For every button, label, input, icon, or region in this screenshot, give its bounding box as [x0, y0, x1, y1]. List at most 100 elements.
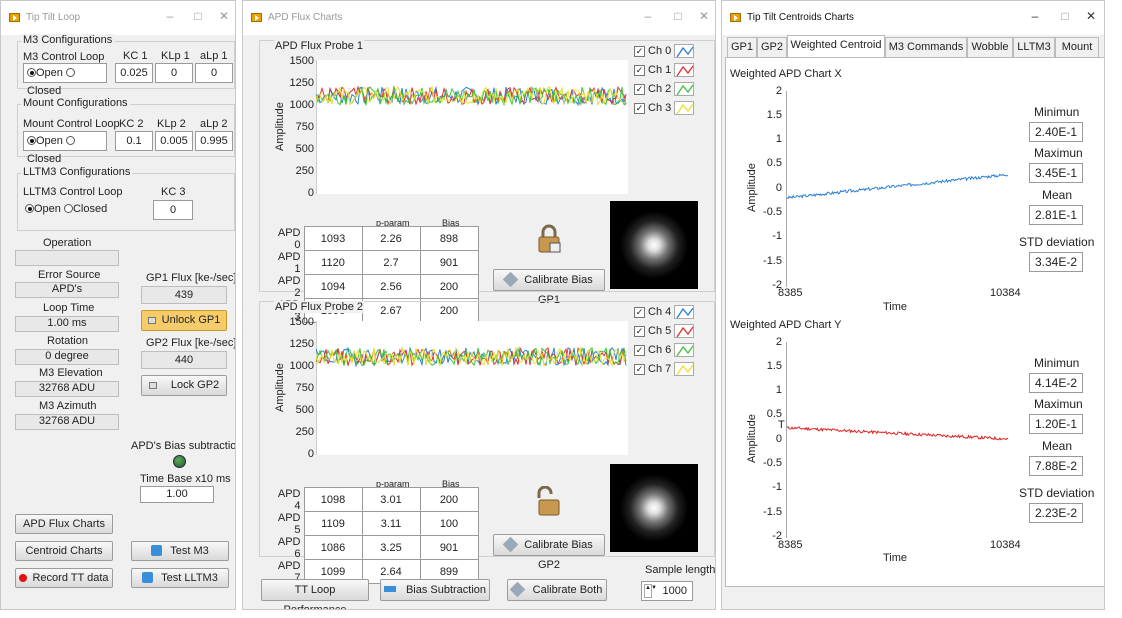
- kc2-field[interactable]: 0.1: [115, 131, 153, 151]
- group-title: Mount Configurations: [21, 97, 130, 109]
- wrench-icon: [502, 271, 519, 288]
- tab-gp2[interactable]: GP2: [757, 37, 787, 57]
- ch2-checkbox[interactable]: ✓: [634, 84, 645, 95]
- ch0-checkbox[interactable]: ✓: [634, 46, 645, 57]
- close-icon[interactable]: ✕: [698, 9, 710, 23]
- group-title: M3 Configurations: [21, 34, 115, 46]
- radio-closed-label: Closed: [27, 153, 62, 165]
- stat-label: Maximun: [1034, 146, 1083, 160]
- maximize-icon[interactable]: □: [194, 9, 202, 23]
- ch3-label: Ch 3: [648, 102, 672, 114]
- ch3-checkbox[interactable]: ✓: [634, 103, 645, 114]
- centroid-charts-button[interactable]: Centroid Charts: [15, 541, 113, 561]
- padlock-unlocked-icon: [536, 485, 562, 518]
- bias-cell: 200: [419, 487, 479, 512]
- gp1-flux-label: GP1 Flux [ke-/sec]: [146, 272, 236, 284]
- chart-x-title: Weighted APD Chart X: [730, 68, 842, 80]
- minimize-icon[interactable]: –: [644, 9, 652, 23]
- calibrate-bias-gp1-button[interactable]: Calibrate Bias GP1: [493, 269, 605, 306]
- chart-x-xlabel: Time: [883, 301, 908, 313]
- radio-open[interactable]: [27, 68, 36, 77]
- ytick: 500: [295, 404, 314, 416]
- alp2-field[interactable]: 0.995: [195, 131, 233, 151]
- radio-closed[interactable]: [63, 204, 73, 213]
- radio-open[interactable]: [25, 204, 34, 213]
- tab-m3-commands[interactable]: M3 Commands: [885, 37, 967, 57]
- window-title: Tip Tilt Centroids Charts: [747, 12, 854, 23]
- flux-cell: 1093: [303, 226, 363, 251]
- kc1-field[interactable]: 0.025: [115, 63, 153, 83]
- tab-gp1[interactable]: GP1: [727, 37, 757, 57]
- calibrate-both-button[interactable]: Calibrate Both: [507, 579, 607, 601]
- loop-time-value: 1.00 ms: [15, 316, 119, 332]
- tab-weighted-centroid[interactable]: Weighted Centroid: [787, 35, 885, 57]
- sample-length-value: 1000: [662, 585, 687, 597]
- record-tt-data-label: Record TT data: [32, 572, 109, 584]
- ch5-checkbox[interactable]: ✓: [634, 326, 645, 337]
- minimize-icon[interactable]: –: [166, 9, 174, 23]
- klp1-field[interactable]: 0: [155, 63, 193, 83]
- test-lltm3-button[interactable]: Test LLTM3: [131, 568, 229, 588]
- ytick: 250: [295, 426, 314, 438]
- radio-closed[interactable]: [65, 68, 75, 77]
- close-icon[interactable]: ✕: [218, 9, 230, 23]
- bias-subtraction-button[interactable]: Bias Subtraction: [380, 579, 490, 601]
- probe2-title: APD Flux Probe 2: [274, 301, 365, 313]
- chart-x-plot: [786, 91, 1008, 287]
- minus-icon: [383, 586, 396, 592]
- klp2-field[interactable]: 0.005: [155, 131, 193, 151]
- radio-open[interactable]: [27, 136, 36, 145]
- time-base-field[interactable]: 1.00: [140, 486, 214, 503]
- klp2-header: KLp 2: [157, 118, 186, 130]
- alp1-field[interactable]: 0: [195, 63, 233, 83]
- tab-lltm3[interactable]: LLTM3: [1013, 37, 1055, 57]
- maximize-icon[interactable]: □: [1061, 9, 1069, 23]
- kc3-header: KC 3: [161, 186, 186, 198]
- ch6-label: Ch 6: [648, 344, 672, 356]
- calibrate-both-label: Calibrate Both: [532, 584, 603, 596]
- table-row: APD 0 1093 2.26 898: [270, 226, 479, 251]
- ch4-checkbox[interactable]: ✓: [634, 307, 645, 318]
- bias-header: Bias: [442, 218, 460, 228]
- ch1-checkbox[interactable]: ✓: [634, 65, 645, 76]
- gp1-flux-value: 439: [141, 286, 227, 304]
- ytick: -2: [772, 530, 782, 542]
- radio-closed[interactable]: [65, 136, 75, 145]
- record-icon: [19, 574, 28, 582]
- ytick: 0: [307, 187, 314, 199]
- unlock-gp1-button[interactable]: Unlock GP1: [141, 310, 227, 331]
- wrench-icon: [502, 536, 519, 553]
- mount-config-group: Mount Configurations: [17, 97, 235, 157]
- ytick: 750: [295, 121, 314, 133]
- stat-value: 2.40E-1: [1029, 122, 1083, 142]
- kc3-field[interactable]: 0: [153, 200, 193, 220]
- klp1-header: KLp 1: [161, 50, 190, 62]
- alp2-header: aLp 2: [200, 118, 228, 130]
- ytick: 750: [295, 382, 314, 394]
- ytick: 1250: [289, 338, 314, 350]
- stepper-icon[interactable]: ▲▼: [644, 584, 657, 598]
- apd-flux-charts-button[interactable]: APD Flux Charts: [15, 514, 113, 534]
- lltm3-radio-group: Open Closed: [25, 203, 107, 215]
- lock-gp2-button[interactable]: Lock GP2: [141, 375, 227, 396]
- time-base-label: Time Base x10 ms: [140, 473, 231, 485]
- m3-azimuth-value: 32768 ADU: [15, 414, 119, 430]
- stat-label: STD deviation: [1019, 235, 1095, 249]
- sample-length-field[interactable]: ▲▼ 1000: [641, 581, 693, 601]
- ytick: 1000: [289, 99, 314, 111]
- tt-loop-performance-button[interactable]: TT Loop Performance: [261, 579, 369, 609]
- ch7-checkbox[interactable]: ✓: [634, 364, 645, 375]
- series-line-ch3: [316, 85, 627, 107]
- kc1-header: KC 1: [123, 50, 148, 62]
- flux-cell: 1086: [303, 535, 363, 560]
- test-m3-button[interactable]: Test M3: [131, 541, 229, 561]
- tab-wobble[interactable]: Wobble: [967, 37, 1013, 57]
- close-icon[interactable]: ✕: [1085, 9, 1097, 23]
- ch6-checkbox[interactable]: ✓: [634, 345, 645, 356]
- maximize-icon[interactable]: □: [674, 9, 682, 23]
- title-bar: APD Flux Charts – □ ✕: [243, 1, 715, 35]
- minimize-icon[interactable]: –: [1031, 9, 1039, 23]
- tab-mount[interactable]: Mount: [1055, 37, 1099, 57]
- calibrate-bias-gp2-button[interactable]: Calibrate Bias GP2: [493, 534, 605, 571]
- record-tt-data-button[interactable]: Record TT data: [15, 568, 113, 588]
